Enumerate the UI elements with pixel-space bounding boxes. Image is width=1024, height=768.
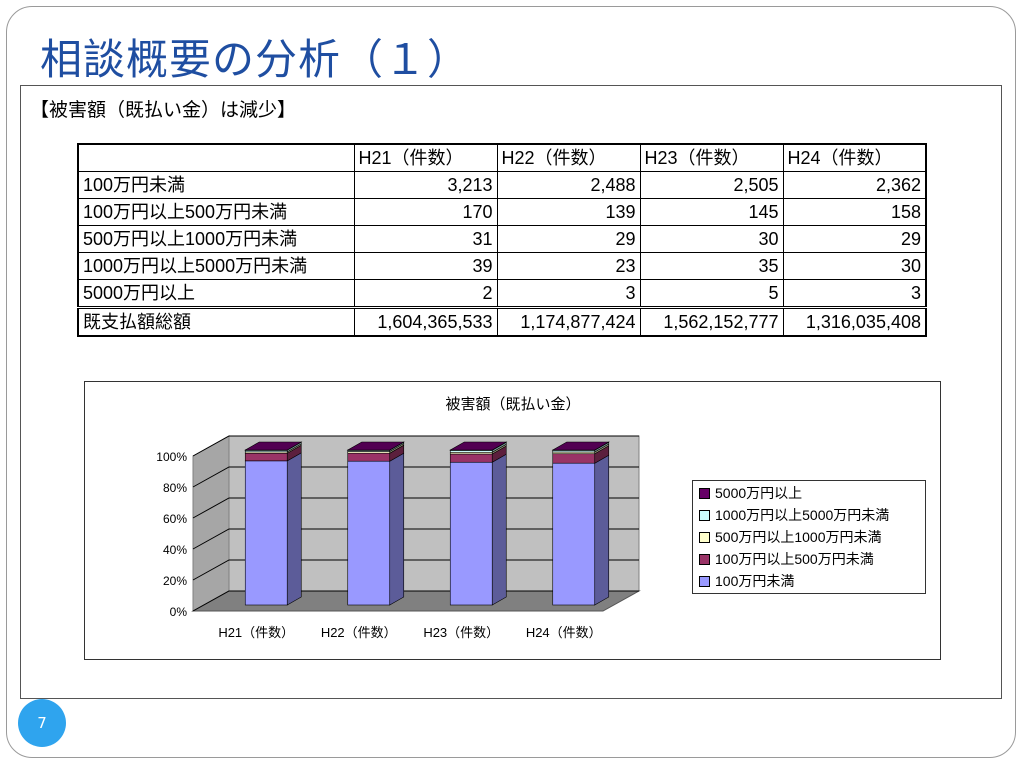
x-tick-label: H21（件数） xyxy=(218,625,294,640)
table-cell: 30 xyxy=(782,252,927,280)
bar-segment-side xyxy=(286,452,302,606)
x-tick-label: H23（件数） xyxy=(423,625,499,640)
table-header-cell: H24（件数） xyxy=(782,143,927,172)
chart-legend: 5000万円以上 1000万円以上5000万円未満 500万円以上1000万円未… xyxy=(692,480,926,594)
row-label: 1000万円以上5000万円未満 xyxy=(77,252,355,280)
table-cell: 29 xyxy=(782,225,927,253)
legend-label: 100万円以上500万円未満 xyxy=(715,551,874,567)
slide-title: 相談概要の分析（１） xyxy=(40,35,471,84)
legend-label: 5000万円以上 xyxy=(715,485,803,501)
bar-top xyxy=(244,441,303,451)
stacked-bar-chart: 被害額（既払い金） 0% 20% 40% 60% 80% 100% H21（件数） H22（件数… xyxy=(156,396,641,640)
table-cell: 30 xyxy=(639,225,784,253)
chart-area: 被害額（既払い金） 0% 20% 40% 60% 80% 100% H21（件数） H22（件数… xyxy=(84,381,941,660)
table-row: 5000万円以上 2 3 5 3 xyxy=(77,279,927,308)
legend-item: 100万円未満 xyxy=(699,571,794,591)
table-cell: 170 xyxy=(353,198,498,226)
table-cell: 31 xyxy=(353,225,498,253)
table-row: 100万円未満 3,213 2,488 2,505 2,362 xyxy=(77,171,927,199)
bar-segment-side xyxy=(594,454,610,606)
legend-label: 500万円以上1000万円未満 xyxy=(715,529,882,545)
bar-segment xyxy=(347,452,391,462)
table-cell: 2,362 xyxy=(782,171,927,199)
y-tick-label: 60% xyxy=(163,512,187,526)
row-label: 100万円以上500万円未満 xyxy=(77,198,355,226)
table-row: 500万円以上1000万円未満 31 29 30 29 xyxy=(77,225,927,253)
table-cell: 5 xyxy=(639,279,784,308)
chart-title: 被害額（既払い金） xyxy=(445,396,580,413)
legend-swatch xyxy=(699,487,710,499)
table-total-row: 既支払額総額 1,604,365,533 1,174,877,424 1,562… xyxy=(77,306,927,337)
table-cell: 3 xyxy=(782,279,927,308)
legend-item: 5000万円以上 xyxy=(699,483,802,503)
row-label: 500万円以上1000万円未満 xyxy=(77,225,355,253)
bar-segment xyxy=(347,460,391,606)
table-cell: 2,505 xyxy=(639,171,784,199)
bar-segment xyxy=(552,462,596,606)
y-tick-label: 100% xyxy=(156,450,187,464)
table-header-cell xyxy=(77,143,355,172)
table-cell: 139 xyxy=(496,198,641,226)
bar-segment xyxy=(449,453,493,463)
subheading: 【被害額（既払い金）は減少】 xyxy=(30,99,297,121)
bar-segment xyxy=(244,452,288,462)
bar-segment xyxy=(244,460,288,606)
table-cell: 3,213 xyxy=(353,171,498,199)
bar-top xyxy=(346,441,405,451)
table-cell: 23 xyxy=(496,252,641,280)
row-label: 5000万円以上 xyxy=(77,279,355,308)
table-header-cell: H22（件数） xyxy=(496,143,641,172)
x-tick-label: H22（件数） xyxy=(321,625,397,640)
table-cell: 29 xyxy=(496,225,641,253)
table-cell: 2 xyxy=(353,279,498,308)
legend-swatch xyxy=(699,531,710,543)
legend-swatch xyxy=(699,575,710,587)
bar-segment-side xyxy=(389,452,405,606)
content-box xyxy=(20,85,1002,699)
row-label: 既支払額総額 xyxy=(77,306,355,337)
table-row: 100万円以上500万円未満 170 139 145 158 xyxy=(77,198,927,226)
table-cell: 39 xyxy=(353,252,498,280)
table-cell: 158 xyxy=(782,198,927,226)
table-cell: 3 xyxy=(496,279,641,308)
row-label: 100万円未満 xyxy=(77,171,355,199)
table-cell: 35 xyxy=(639,252,784,280)
gridline xyxy=(192,435,639,457)
legend-label: 1000万円以上5000万円未満 xyxy=(715,507,890,523)
bar-segment xyxy=(552,453,596,464)
damage-table: H21（件数） H22（件数） H23（件数） H24（件数） 100万円未満 … xyxy=(77,143,927,337)
bar-top xyxy=(449,441,508,451)
x-tick-label: H24（件数） xyxy=(526,625,602,640)
table-cell: 1,604,365,533 xyxy=(353,306,498,337)
legend-item: 500万円以上1000万円未満 xyxy=(699,527,882,547)
legend-item: 100万円以上500万円未満 xyxy=(699,549,874,569)
table-cell: 1,174,877,424 xyxy=(496,306,641,337)
table-cell: 1,316,035,408 xyxy=(782,306,927,337)
legend-label: 100万円未満 xyxy=(715,573,795,589)
bar-top xyxy=(551,441,610,451)
table-cell: 145 xyxy=(639,198,784,226)
bar-segment xyxy=(449,461,493,606)
table-cell: 2,488 xyxy=(496,171,641,199)
table-header-row: H21（件数） H22（件数） H23（件数） H24（件数） xyxy=(77,143,927,172)
bar-segment-side xyxy=(491,453,507,606)
legend-swatch xyxy=(699,553,710,565)
table-cell: 1,562,152,777 xyxy=(639,306,784,337)
y-tick-label: 0% xyxy=(170,605,188,619)
y-tick-label: 80% xyxy=(163,481,187,495)
table-header-cell: H21（件数） xyxy=(353,143,498,172)
legend-swatch xyxy=(699,509,710,521)
legend-item: 1000万円以上5000万円未満 xyxy=(699,505,889,525)
y-tick-label: 20% xyxy=(163,574,187,588)
table-header-cell: H23（件数） xyxy=(639,143,784,172)
table-row: 1000万円以上5000万円未満 39 23 35 30 xyxy=(77,252,927,280)
page-number-badge: 7 xyxy=(18,699,66,747)
chart-side-wall xyxy=(192,435,230,612)
y-tick-label: 40% xyxy=(163,543,187,557)
